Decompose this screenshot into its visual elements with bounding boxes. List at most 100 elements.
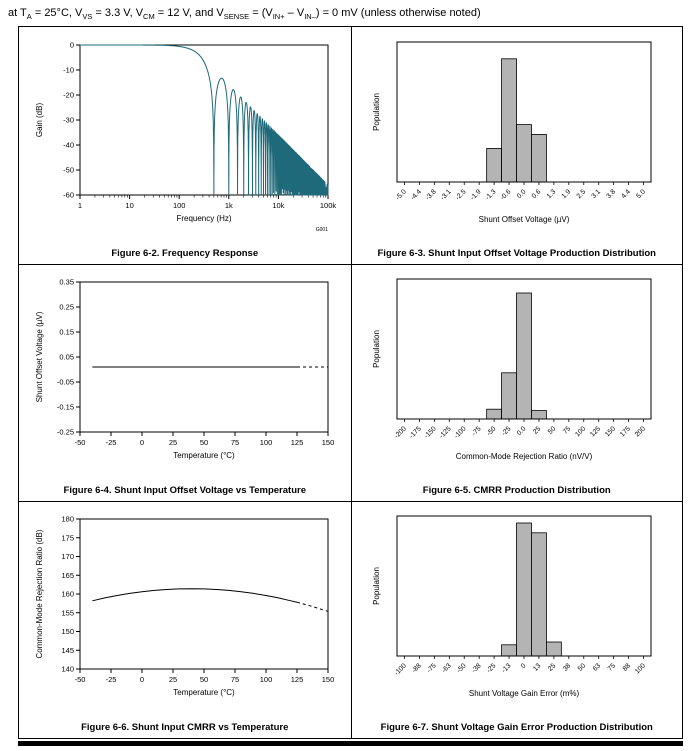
svg-text:150: 150 xyxy=(321,438,334,447)
svg-text:-13: -13 xyxy=(500,662,512,674)
svg-text:175: 175 xyxy=(619,425,632,438)
svg-text:165: 165 xyxy=(61,571,74,580)
svg-text:100k: 100k xyxy=(320,201,337,210)
svg-text:150: 150 xyxy=(61,627,74,636)
svg-text:75: 75 xyxy=(231,438,239,447)
svg-text:-0.6: -0.6 xyxy=(499,188,512,201)
svg-text:180: 180 xyxy=(61,515,74,524)
svg-text:5.0: 5.0 xyxy=(635,188,647,200)
svg-text:13: 13 xyxy=(532,662,542,672)
figure-6-6-cell: -50 -25 0 25 50 75 100 125 150 140 145 150 155 160 165… xyxy=(19,501,351,738)
svg-text:3.1: 3.1 xyxy=(590,188,602,200)
svg-text:0.0: 0.0 xyxy=(516,188,528,200)
svg-text:25: 25 xyxy=(547,662,557,672)
svg-text:-1.3: -1.3 xyxy=(484,188,497,201)
gain-error-distribution-chart: -100 -88 -75 -63 -50 -38 -25 -13 0 13 25 38 50 63 75 88… xyxy=(372,515,652,698)
svg-text:-38: -38 xyxy=(470,662,482,674)
svg-text:160: 160 xyxy=(61,590,74,599)
test-conditions-text: at TA = 25°C, VVS = 3.3 V, VCM = 12 V, a… xyxy=(8,7,481,22)
svg-text:Common-Mode Rejection Ratio (n: Common-Mode Rejection Ratio (nV/V) xyxy=(456,452,593,461)
figure-6-2-cell: 1 10 100 1k 10k 100k 0 -10 -20 -30 -40 -50 -60 Freque… xyxy=(19,27,351,264)
frequency-response-chart: 1 10 100 1k 10k 100k 0 -10 -20 -30 -40 -50 -60 Freque… xyxy=(35,40,337,232)
svg-text:75: 75 xyxy=(607,662,617,672)
svg-text:1.3: 1.3 xyxy=(545,188,557,200)
svg-text:-75: -75 xyxy=(470,425,482,437)
svg-text:1k: 1k xyxy=(225,201,233,210)
figure-6-7-cell: -100 -88 -75 -63 -50 -38 -25 -13 0 13 25 38 50 63 75 88… xyxy=(350,501,682,739)
svg-text:-40: -40 xyxy=(63,140,74,149)
svg-text:100: 100 xyxy=(259,438,272,447)
svg-text:-100: -100 xyxy=(453,426,468,441)
svg-text:0: 0 xyxy=(140,675,144,684)
svg-text:1: 1 xyxy=(78,201,82,210)
svg-text:-50: -50 xyxy=(63,165,74,174)
svg-text:2.5: 2.5 xyxy=(575,188,587,200)
svg-text:38: 38 xyxy=(562,662,572,672)
svg-text:145: 145 xyxy=(61,646,74,655)
svg-text:200: 200 xyxy=(634,425,647,438)
figure-6-2-caption: Figure 6-2. Frequency Response xyxy=(111,248,259,260)
svg-text:-10: -10 xyxy=(63,65,74,74)
svg-text:-0.05: -0.05 xyxy=(57,378,74,387)
svg-text:-125: -125 xyxy=(438,426,453,441)
svg-text:50: 50 xyxy=(200,438,208,447)
svg-text:-50: -50 xyxy=(74,438,85,447)
svg-text:-175: -175 xyxy=(408,426,423,441)
svg-text:Population: Population xyxy=(372,330,381,368)
svg-text:-25: -25 xyxy=(105,438,116,447)
svg-text:75: 75 xyxy=(562,425,572,435)
svg-text:0.0: 0.0 xyxy=(516,425,528,437)
svg-text:-3.8: -3.8 xyxy=(424,188,437,201)
svg-text:0: 0 xyxy=(140,438,144,447)
svg-text:63: 63 xyxy=(592,662,602,672)
cmrr-vs-temperature-chart: -50 -25 0 25 50 75 100 125 150 140 145 150 155 160 165… xyxy=(35,515,334,697)
page-footer-bar xyxy=(18,741,683,747)
svg-text:Shunt Offset Voltage (µV): Shunt Offset Voltage (µV) xyxy=(478,215,569,224)
figure-6-7-caption: Figure 6-7. Shunt Voltage Gain Error Pro… xyxy=(380,722,653,734)
svg-text:-100: -100 xyxy=(393,663,408,678)
svg-text:-0.15: -0.15 xyxy=(57,403,74,412)
svg-text:-5.0: -5.0 xyxy=(394,188,407,201)
svg-text:100: 100 xyxy=(173,201,186,210)
cmrr-distribution-chart: -200 -175 -150 -125 -100 -75 -50 -25 0.0 25 50 75 10… xyxy=(372,278,652,461)
svg-text:-20: -20 xyxy=(63,90,74,99)
svg-text:100: 100 xyxy=(259,675,272,684)
svg-text:140: 140 xyxy=(61,665,74,674)
svg-text:25: 25 xyxy=(532,425,542,435)
svg-text:0.25: 0.25 xyxy=(59,303,74,312)
svg-text:175: 175 xyxy=(61,534,74,543)
svg-text:Gain (dB): Gain (dB) xyxy=(35,102,44,137)
svg-text:Shunt Offset Voltage (µV): Shunt Offset Voltage (µV) xyxy=(35,311,44,402)
svg-text:-50: -50 xyxy=(74,675,85,684)
figure-6-5-caption: Figure 6-5. CMRR Production Distribution xyxy=(422,485,611,497)
figure-6-3-cell: -5.0 -4.4 -3.8 -3.1 -2.5 -1.9 -1.3 -0.6 0.0 0.6 1.… xyxy=(350,27,683,265)
svg-text:4.4: 4.4 xyxy=(620,188,632,200)
svg-text:-63: -63 xyxy=(441,662,453,674)
svg-text:Temperature (°C): Temperature (°C) xyxy=(173,688,235,697)
svg-text:-75: -75 xyxy=(426,662,438,674)
svg-text:0.15: 0.15 xyxy=(59,328,74,337)
svg-text:Common-Mode Rejection Ratio (d: Common-Mode Rejection Ratio (dB) xyxy=(35,529,44,658)
svg-text:-88: -88 xyxy=(411,662,423,674)
svg-text:-50: -50 xyxy=(485,425,497,437)
svg-text:0: 0 xyxy=(520,662,528,670)
svg-text:-4.4: -4.4 xyxy=(409,188,422,201)
svg-text:Temperature (°C): Temperature (°C) xyxy=(173,451,235,460)
svg-text:155: 155 xyxy=(61,609,74,618)
svg-text:100: 100 xyxy=(634,662,647,675)
svg-text:0.6: 0.6 xyxy=(530,188,542,200)
svg-text:-0.25: -0.25 xyxy=(57,428,74,437)
figure-6-3-caption: Figure 6-3. Shunt Input Offset Voltage P… xyxy=(377,248,656,260)
svg-text:-25: -25 xyxy=(500,425,512,437)
svg-text:-30: -30 xyxy=(63,115,74,124)
svg-text:150: 150 xyxy=(321,675,334,684)
svg-text:50: 50 xyxy=(577,662,587,672)
offset-voltage-distribution-chart: -5.0 -4.4 -3.8 -3.1 -2.5 -1.9 -1.3 -0.6 0.0 0.6 1.… xyxy=(372,41,652,224)
svg-text:25: 25 xyxy=(169,438,177,447)
figure-6-4-cell: -50 -25 0 25 50 75 100 125 150 0.35 0.25 0.15 0.05 -0… xyxy=(19,264,351,501)
svg-text:Population: Population xyxy=(372,567,381,605)
svg-text:50: 50 xyxy=(200,675,208,684)
svg-text:0.35: 0.35 xyxy=(59,278,74,287)
svg-text:25: 25 xyxy=(169,675,177,684)
